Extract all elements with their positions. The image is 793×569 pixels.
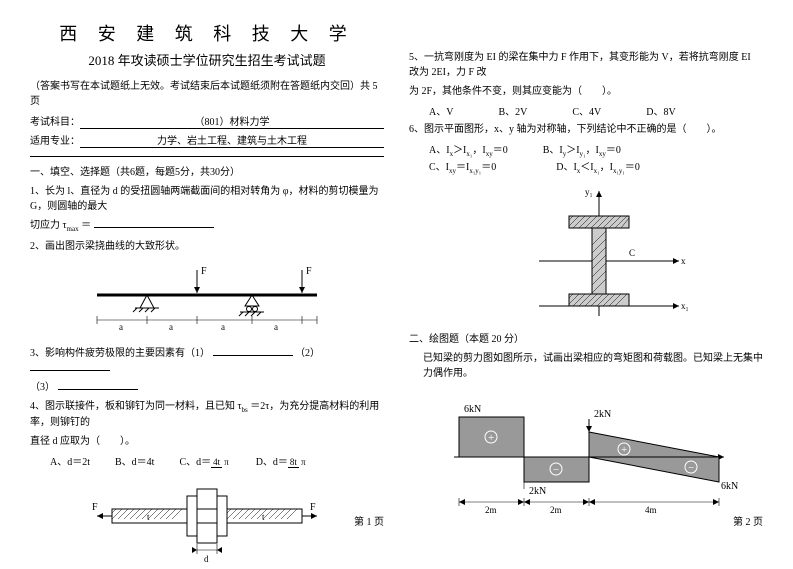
svg-text:C: C [629,248,635,258]
instructions-note: （答案书写在本试题纸上无效。考试结束后本试题纸须附在答题纸内交回）共 5 页 [30,77,384,107]
svg-text:a: a [274,322,278,332]
svg-text:F: F [310,502,316,513]
major-row: 适用专业： 力学、岩土工程、建筑与土木工程 [30,132,384,148]
svg-text:F: F [201,266,207,277]
q6-opt-c: C、Ixy＝Ix₁y₁＝0 [429,158,496,175]
svg-text:6kN: 6kN [464,404,481,415]
svg-text:−: − [688,462,694,474]
svg-text:+: + [488,432,494,444]
subject-value: （801）材料力学 [80,113,384,129]
q4: 4、图示联接件，板和铆钉为同一材料，且已知 τbs ＝2τ，为充分提高材料的利用… [30,399,384,431]
q4-opt-a: A、d＝2t [50,453,90,468]
svg-text:x: x [681,256,686,266]
svg-text:t: t [147,512,150,522]
q5-options: A、V B、2V C、4V D、8V [429,103,763,118]
q6-opt-a: A、Ix＞Ix₁，Ixy＝0 [429,141,508,158]
beam-figure: F F a a a a [77,260,337,340]
q5-opt-d: D、8V [646,103,675,118]
rivet-figure: F F t t d [92,474,322,569]
q4-options: A、d＝2t B、d＝4t C、d＝4tπ D、d＝8tπ [50,453,384,468]
q4-opt-d: D、d＝8tπ [256,453,308,468]
q6-options-2: C、Ixy＝Ix₁y₁＝0 D、Ix＜Ix₁，Ix₁y₁＝0 [429,158,763,175]
svg-text:y₁: y₁ [585,187,593,197]
q3b: （3） [30,380,384,395]
q4b: 直径 d 应取为（ ）。 [30,434,384,449]
subject-label: 考试科目： [30,113,80,129]
svg-text:+: + [621,444,627,456]
q6-opt-b: B、Iy＞Iy₁，Ixy＝0 [543,141,621,158]
cross-section-figure: y₁ x x₁ C [489,181,709,326]
svg-text:4m: 4m [645,505,657,515]
svg-text:2m: 2m [550,505,562,515]
svg-text:2kN: 2kN [529,486,546,497]
q5-opt-a: A、V [429,103,453,118]
section3-q: 已知梁的剪力图如图所示，试画出梁相应的弯矩图和荷载图。已知梁上无集中力偶作用。 [423,351,763,381]
section-1: 一、填空、选择题（共6题，每题5分，共30分） 1、长为 l、直径为 d 的受扭… [30,156,384,569]
svg-text:F: F [306,266,312,277]
page-2-footer: 第 2 页 [733,513,763,528]
svg-text:2kN: 2kN [594,409,611,420]
q1: 1、长为 l、直径为 d 的受扭圆轴两端截面间的相对转角为 φ，材料的剪切模量为… [30,184,384,214]
svg-text:t: t [262,512,265,522]
page-1: 西 安 建 筑 科 技 大 学 2018 年攻读硕士学位研究生招生考试试题 （答… [30,20,384,510]
svg-text:d: d [204,554,209,564]
q1-cont: 切应力 τmax ＝ [30,218,384,235]
exam-title: 2018 年攻读硕士学位研究生招生考试试题 [30,50,384,69]
major-label: 适用专业： [30,132,80,148]
q3: 3、影响构件疲劳极限的主要因素有（1） （2） [30,346,384,376]
page-2: 5、一抗弯刚度为 EI 的梁在集中力 F 作用下，其变形能为 V，若将抗弯刚度 … [409,20,763,510]
q5-opt-b: B、2V [498,103,527,118]
q6-opt-d: D、Ix＜Ix₁，Ix₁y₁＝0 [556,158,640,175]
svg-text:x₁: x₁ [681,301,689,311]
major-value: 力学、岩土工程、建筑与土木工程 [80,132,384,148]
q5: 5、一抗弯刚度为 EI 的梁在集中力 F 作用下，其变形能为 V，若将抗弯刚度 … [409,50,763,80]
svg-text:2m: 2m [485,505,497,515]
q6: 6、图示平面图形，x、y 轴为对称轴，下列结论中不正确的是（ ）。 [409,122,763,137]
svg-text:a: a [119,322,123,332]
university-name: 西 安 建 筑 科 技 大 学 [30,20,384,46]
section1-title: 一、填空、选择题（共6题，每题5分，共30分） [30,165,384,180]
svg-text:6kN: 6kN [721,481,738,492]
svg-text:a: a [169,322,173,332]
q5-opt-c: C、4V [572,103,601,118]
svg-text:a: a [221,322,225,332]
subject-row: 考试科目： （801）材料力学 [30,113,384,129]
page-1-footer: 第 1 页 [354,513,384,528]
q4-opt-b: B、d＝4t [115,453,154,468]
shear-diagram: + − + − 6kN 2kN 2kN 6kN 2m 2m 4m [429,387,739,517]
q2: 2、画出图示梁挠曲线的大致形状。 [30,239,384,254]
exam-header: 西 安 建 筑 科 技 大 学 2018 年攻读硕士学位研究生招生考试试题 [30,20,384,69]
svg-text:F: F [92,502,98,513]
q5b: 为 2F，其他条件不变，则其应变能为（ ）。 [409,84,763,99]
q4-opt-c: C、d＝4tπ [179,453,230,468]
svg-text:−: − [553,464,559,476]
q6-options: A、Ix＞Ix₁，Ixy＝0 B、Iy＞Iy₁，Ixy＝0 [429,141,763,158]
section3-title: 二、绘图题（本题 20 分） [409,332,763,347]
